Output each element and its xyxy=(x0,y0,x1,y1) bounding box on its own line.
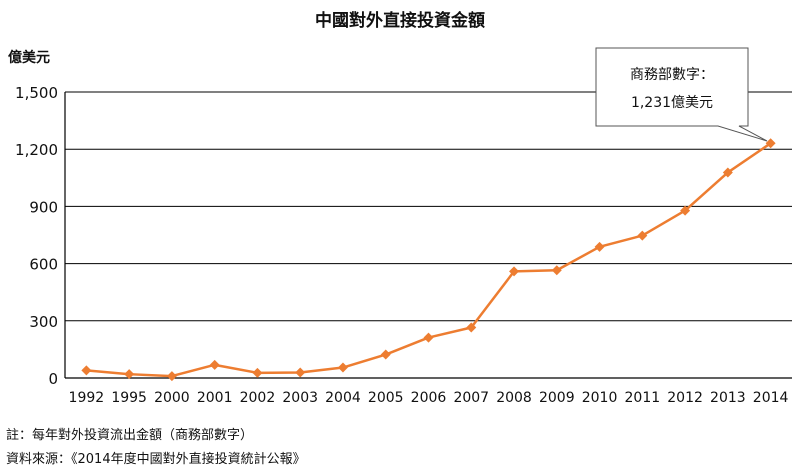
callout-line1: 商務部數字： xyxy=(630,67,714,83)
data-point xyxy=(380,349,391,360)
data-point xyxy=(423,332,434,343)
gridlines xyxy=(65,91,792,322)
data-point xyxy=(466,322,477,333)
x-tick-label: 2011 xyxy=(625,390,661,406)
data-point xyxy=(81,365,92,376)
callout: 商務部數字： 1,231億美元 xyxy=(595,47,768,142)
footnote: 註：每年對外投資流出金額（商務部數字） xyxy=(6,428,254,443)
y-tick-label: 900 xyxy=(29,198,58,216)
y-tick-label: 0 xyxy=(48,370,58,388)
x-tick-label: 2013 xyxy=(710,390,746,406)
y-axis-label: 億美元 xyxy=(8,49,50,66)
x-tick-label: 2000 xyxy=(154,390,190,406)
data-point xyxy=(637,230,648,241)
data-point xyxy=(337,362,348,373)
x-tick-label: 2014 xyxy=(753,390,789,406)
x-tick-label: 2009 xyxy=(539,390,575,406)
x-tick-label: 2008 xyxy=(496,390,532,406)
data-point xyxy=(509,266,520,277)
source-note: 資料來源：《2014年度中國對外直接投資統計公報》 xyxy=(6,452,306,467)
x-tick-label: 2010 xyxy=(582,390,618,406)
data-point xyxy=(209,359,220,370)
data-point xyxy=(594,241,605,252)
series-line-group xyxy=(81,138,776,382)
x-tick-labels: 1992 1995 2000 2001 2002 2003 2004 2005 2006 2007… xyxy=(69,390,789,406)
y-tick-labels: 0 300 600 900 1,200 1,500 xyxy=(15,84,58,388)
data-point xyxy=(722,167,733,178)
y-tick-label: 300 xyxy=(29,313,58,331)
y-tick-label: 1,200 xyxy=(15,141,58,159)
x-tick-label: 2005 xyxy=(368,390,404,406)
x-tick-label: 2001 xyxy=(197,390,233,406)
x-tick-label: 2003 xyxy=(282,390,318,406)
x-tick-label: 1995 xyxy=(111,390,147,406)
line-chart: 中國對外直接投資金額 億美元 0 300 600 900 1,200 1,500 1992… xyxy=(8,10,792,406)
y-tick-label: 600 xyxy=(29,256,58,274)
x-tick-label: 2007 xyxy=(453,390,489,406)
data-point xyxy=(551,265,562,276)
data-point xyxy=(765,138,776,149)
chart-title: 中國對外直接投資金額 xyxy=(315,10,485,31)
x-tick-label: 2006 xyxy=(411,390,447,406)
data-point xyxy=(295,367,306,378)
y-tick-label: 1,500 xyxy=(15,84,58,102)
callout-box xyxy=(595,47,768,142)
data-point xyxy=(166,371,177,382)
x-tick-label: 1992 xyxy=(69,390,105,406)
data-point xyxy=(252,367,263,378)
callout-line2: 1,231億美元 xyxy=(631,95,713,111)
x-tick-label: 2012 xyxy=(667,390,703,406)
x-tick-label: 2004 xyxy=(325,390,361,406)
x-tick-label: 2002 xyxy=(240,390,276,406)
data-point xyxy=(680,205,691,216)
data-point xyxy=(124,369,135,380)
